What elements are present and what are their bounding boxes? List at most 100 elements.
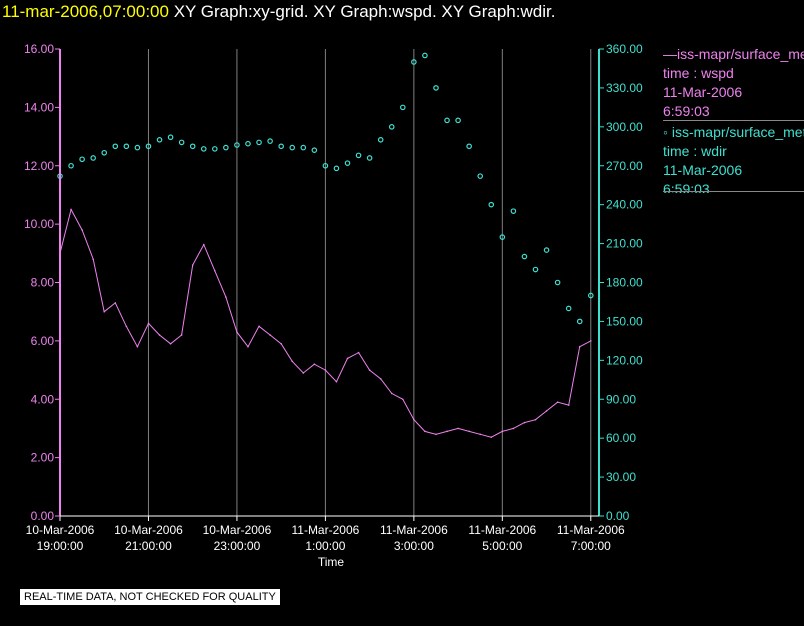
- wspd-point: [225, 296, 227, 298]
- wspd-point: [114, 302, 117, 304]
- wspd-point: [136, 345, 139, 348]
- wdir-point: [90, 155, 96, 161]
- wspd-series: [59, 208, 592, 438]
- wspd-point: [435, 433, 437, 436]
- x-tick-time: 3:00:00: [394, 539, 434, 553]
- x-tick-time: 7:00:00: [571, 539, 611, 553]
- wdir-point: [79, 156, 85, 163]
- x-tick-date: 11-Mar-2006: [557, 523, 625, 537]
- right-tick-label: 180.00: [606, 276, 643, 290]
- wspd-point: [490, 436, 493, 438]
- wspd-point: [578, 345, 581, 348]
- x-axis-label: Time: [318, 555, 345, 569]
- wdir-point: [200, 146, 207, 152]
- x-tick-time: 19:00:00: [37, 539, 84, 553]
- wspd-point: [147, 322, 150, 325]
- x-tick-date: 11-Mar-2006: [380, 523, 448, 537]
- wspd-point: [556, 401, 559, 403]
- left-tick-label: 2.00: [31, 451, 55, 465]
- right-tick-label: 150.00: [606, 314, 643, 328]
- x-tick-date: 10-Mar-2006: [203, 523, 272, 537]
- wdir-point: [145, 143, 152, 150]
- wdir-point: [444, 117, 450, 124]
- wdir-point: [411, 59, 417, 65]
- wspd-point: [567, 404, 570, 406]
- wspd-point: [379, 378, 382, 380]
- wspd-point: [70, 208, 72, 211]
- right-tick-label: 330.00: [606, 81, 643, 95]
- graph-titles: XY Graph:xy-grid. XY Graph:wspd. XY Grap…: [173, 2, 556, 21]
- wspd-point: [280, 342, 282, 345]
- wdir-point: [422, 52, 428, 59]
- quality-notice: REAL-TIME DATA, NOT CHECKED FOR QUALITY: [20, 589, 280, 605]
- wdir-point: [366, 155, 373, 161]
- wdir-point: [167, 134, 174, 141]
- right-tick-label: 90.00: [606, 392, 636, 406]
- wspd-point: [313, 363, 316, 366]
- wdir-point: [212, 146, 218, 152]
- wdir-point: [223, 144, 229, 151]
- legend: —iss-mapr/surface_met time : wspd 11-Mar…: [663, 45, 804, 193]
- wspd-point: [202, 243, 205, 246]
- wspd-point: [335, 380, 338, 383]
- wspd-point: [291, 360, 294, 363]
- wdir-point: [388, 124, 395, 130]
- left-tick-label: 10.00: [24, 217, 54, 231]
- left-tick-label: 12.00: [24, 159, 54, 173]
- wdir-point: [267, 138, 273, 144]
- right-tick-label: 210.00: [606, 237, 643, 251]
- wdir-point: [156, 137, 163, 143]
- wspd-point: [236, 331, 238, 333]
- wdir-point: [532, 266, 539, 273]
- x-tick-date: 11-Mar-2006: [291, 523, 359, 537]
- wspd-point: [214, 270, 216, 272]
- wdir-point: [576, 318, 583, 325]
- wdir-point: [433, 85, 439, 91]
- wdir-point: [543, 247, 550, 253]
- wdir-point: [554, 279, 561, 286]
- left-tick-label: 6.00: [31, 334, 55, 348]
- wdir-point: [466, 143, 472, 150]
- legend-divider: [663, 120, 804, 121]
- wdir-point: [134, 144, 141, 151]
- wdir-point: [289, 144, 296, 151]
- x-tick-date: 10-Mar-2006: [114, 523, 183, 537]
- wspd-point: [413, 418, 415, 421]
- wspd-point: [324, 369, 327, 371]
- wspd-point: [247, 345, 249, 348]
- left-tick-label: 4.00: [31, 392, 55, 406]
- legend-time: 6:59:03: [663, 103, 710, 119]
- left-tick-label: 8.00: [31, 276, 55, 290]
- wspd-point: [103, 310, 106, 313]
- legend-divider: [663, 191, 804, 192]
- wdir-point: [68, 162, 74, 169]
- wspd-point: [169, 342, 172, 345]
- x-tick-time: 21:00:00: [125, 539, 172, 553]
- wdir-point: [101, 149, 108, 156]
- wdir-point: [322, 162, 329, 169]
- wspd-point: [424, 430, 426, 433]
- timestamp: 11-mar-2006,07:00:00: [2, 2, 169, 21]
- wdir-series: [57, 52, 594, 325]
- left-tick-label: 16.00: [24, 42, 54, 56]
- wdir-point: [499, 234, 506, 240]
- wdir-point: [455, 117, 461, 124]
- wdir-point: [178, 139, 185, 146]
- wspd-point: [125, 325, 128, 328]
- wspd-point: [346, 357, 349, 360]
- wdir-point: [377, 137, 384, 143]
- wdir-point: [256, 139, 262, 146]
- wspd-point: [92, 258, 94, 260]
- x-tick-time: 23:00:00: [214, 539, 261, 553]
- wdir-point: [477, 173, 484, 179]
- wdir-point: [234, 142, 240, 148]
- wspd-point: [402, 398, 404, 401]
- wdir-point: [400, 104, 406, 111]
- legend-var: time : wdir: [663, 143, 727, 159]
- legend-series-name: iss-mapr/surface_met: [677, 46, 804, 62]
- wdir-point: [587, 292, 594, 299]
- wspd-point: [269, 334, 271, 336]
- right-tick-label: 0.00: [606, 509, 630, 523]
- wspd-point: [158, 334, 161, 336]
